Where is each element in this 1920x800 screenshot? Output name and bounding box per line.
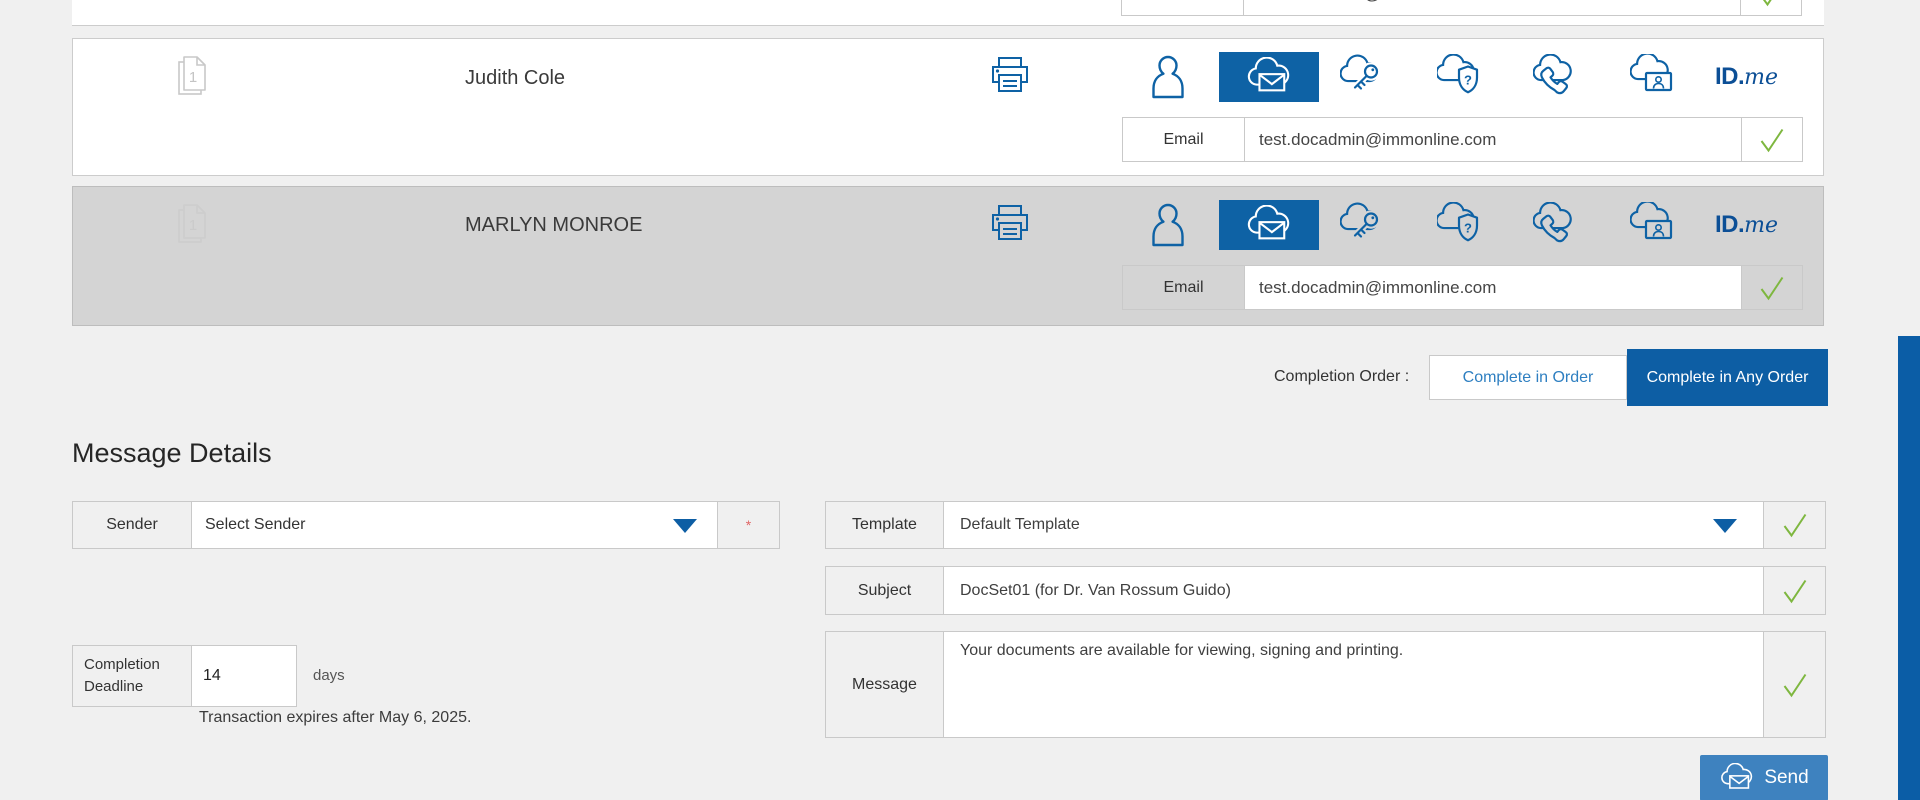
sender-label: Sender: [106, 516, 158, 533]
valid-check-icon: [1742, 118, 1802, 161]
completion-deadline-group: Completion Deadline 14: [72, 645, 297, 707]
valid-check-icon: [1741, 0, 1801, 15]
recipient-name: Judith Cole: [465, 67, 566, 89]
printer-icon[interactable]: [988, 54, 1032, 98]
completion-order-label: Completion Order :: [1274, 368, 1410, 385]
side-panel-bar: [1898, 336, 1920, 800]
recipient-row[interactable]: Judith Cole ID.me Email test.docadmin@im…: [72, 38, 1824, 176]
email-field-group: Email test.docadmin@immonline.com: [1121, 0, 1802, 16]
person-auth-icon[interactable]: [1150, 201, 1186, 249]
message-details-title: Message Details: [72, 438, 272, 468]
subject-label: Subject: [826, 567, 944, 614]
id-verification-auth-icon[interactable]: [1630, 54, 1678, 98]
cloud-mail-icon: [1719, 763, 1755, 793]
email-input[interactable]: test.docadmin@immonline.com: [1244, 266, 1742, 309]
valid-check-icon: [1764, 567, 1825, 614]
idme-auth-logo[interactable]: ID.me: [1715, 63, 1779, 90]
message-field-group: Message Your documents are available for…: [825, 631, 1826, 738]
email-auth-icon-selected[interactable]: [1219, 200, 1319, 250]
recipient-name: MARLYN MONROE: [465, 214, 643, 236]
message-label: Message: [826, 632, 944, 737]
expiry-note: Transaction expires after May 6, 2025.: [199, 709, 472, 726]
chevron-down-icon: [673, 519, 697, 533]
completion-deadline-label: Completion Deadline: [84, 656, 160, 695]
phone-auth-icon[interactable]: [1533, 54, 1581, 98]
recipient-row-selected[interactable]: MARLYN MONROE ID.me Email test.docadmin@…: [72, 186, 1824, 326]
deadline-days-input[interactable]: 14: [191, 646, 296, 706]
email-field-group: Email test.docadmin@immonline.com: [1122, 265, 1803, 310]
subject-input[interactable]: DocSet01 (for Dr. Van Rossum Guido): [944, 567, 1764, 614]
valid-check-icon: [1764, 502, 1825, 548]
chevron-down-icon: [1713, 519, 1737, 533]
phone-auth-icon[interactable]: [1533, 202, 1581, 246]
idme-auth-logo[interactable]: ID.me: [1715, 211, 1779, 238]
printer-icon[interactable]: [988, 202, 1032, 246]
document-pages-icon: [172, 53, 212, 101]
deadline-unit-label: days: [313, 667, 345, 684]
security-question-auth-icon[interactable]: [1437, 54, 1485, 98]
email-auth-icon-selected[interactable]: [1219, 52, 1319, 102]
email-input[interactable]: test.docadmin@immonline.com: [1244, 118, 1742, 161]
complete-in-any-order-button[interactable]: Complete in Any Order: [1627, 349, 1828, 406]
sender-field-group: Sender Select Sender *: [72, 501, 780, 549]
email-input[interactable]: test.docadmin@immonline.com: [1243, 0, 1741, 15]
access-code-auth-icon[interactable]: [1340, 54, 1388, 98]
valid-check-icon: [1742, 266, 1802, 309]
security-question-auth-icon[interactable]: [1437, 202, 1485, 246]
valid-check-icon: [1764, 632, 1825, 737]
recipient-row-partial: Email test.docadmin@immonline.com: [72, 0, 1824, 26]
email-field-label: Email: [1163, 130, 1204, 148]
id-verification-auth-icon[interactable]: [1630, 202, 1678, 246]
access-code-auth-icon[interactable]: [1340, 202, 1388, 246]
subject-field-group: Subject DocSet01 (for Dr. Van Rossum Gui…: [825, 566, 1826, 615]
template-label: Template: [826, 502, 944, 548]
complete-in-order-button[interactable]: Complete in Order: [1429, 355, 1627, 400]
send-button[interactable]: Send: [1700, 755, 1828, 800]
email-field-label: Email: [1163, 278, 1204, 296]
email-field-group: Email test.docadmin@immonline.com: [1122, 117, 1803, 162]
document-pages-icon: [172, 201, 212, 249]
person-auth-icon[interactable]: [1150, 53, 1186, 101]
template-dropdown[interactable]: Default Template: [944, 502, 1764, 548]
sender-dropdown[interactable]: Select Sender: [191, 502, 718, 548]
email-field-label: Email: [1122, 0, 1243, 15]
message-textarea[interactable]: Your documents are available for viewing…: [944, 632, 1764, 737]
required-marker: *: [745, 517, 752, 533]
template-field-group: Template Default Template: [825, 501, 1826, 549]
